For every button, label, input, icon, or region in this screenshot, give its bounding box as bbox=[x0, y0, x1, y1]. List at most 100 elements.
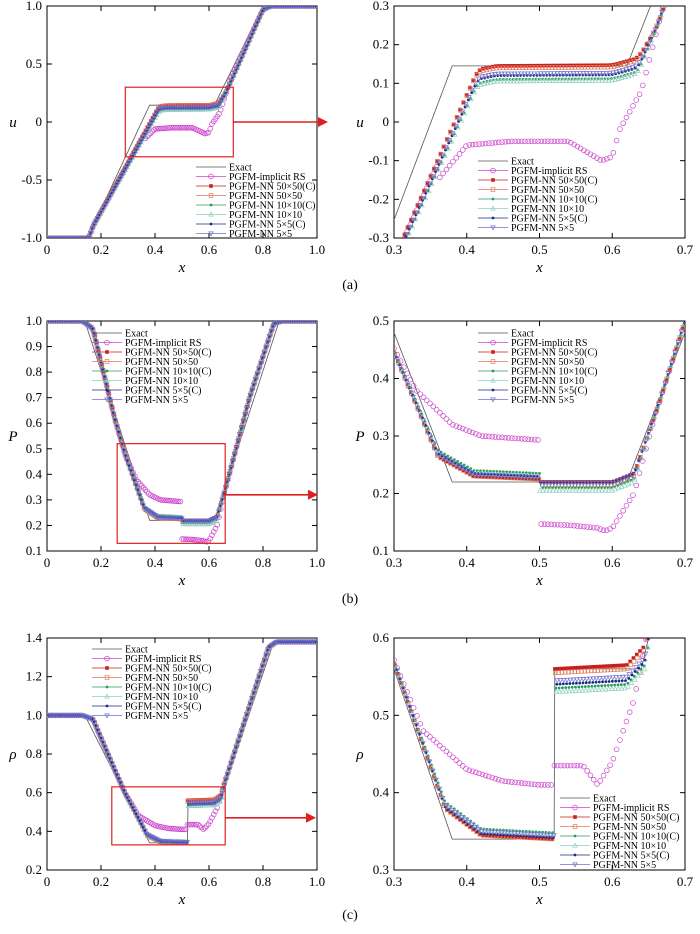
x-tick-label: 0.8 bbox=[255, 555, 271, 570]
x-tick-label: 0.6 bbox=[604, 555, 621, 570]
data-point bbox=[454, 758, 459, 763]
data-point bbox=[627, 109, 632, 114]
y-tick-label: 0.5 bbox=[26, 56, 42, 71]
data-point bbox=[444, 749, 449, 754]
data-point bbox=[496, 777, 501, 782]
data-point bbox=[605, 664, 609, 668]
x-tick-label: 0.4 bbox=[459, 555, 476, 570]
data-point bbox=[451, 755, 456, 760]
legend-label: PGFM-NN 5×5 bbox=[125, 395, 188, 406]
y-axis-label: u bbox=[356, 115, 364, 131]
data-point bbox=[585, 769, 590, 774]
x-tick-label: 0.5 bbox=[531, 555, 547, 570]
y-tick-label: 0.5 bbox=[373, 313, 389, 328]
data-point bbox=[473, 770, 478, 775]
data-point bbox=[604, 156, 609, 161]
data-point bbox=[598, 778, 603, 783]
data-point bbox=[622, 663, 626, 667]
y-tick-label: -0.5 bbox=[21, 172, 42, 187]
data-point bbox=[614, 138, 619, 143]
x-tick-label: 0.4 bbox=[147, 242, 164, 257]
data-point bbox=[601, 773, 606, 778]
legend-marker bbox=[491, 226, 495, 230]
data-point bbox=[604, 768, 609, 773]
data-point bbox=[560, 667, 564, 671]
y-tick-label: 1.0 bbox=[26, 313, 42, 328]
legend-label: PGFM-NN 5×5 bbox=[229, 229, 292, 240]
data-point bbox=[447, 420, 452, 425]
data-point bbox=[460, 764, 465, 769]
data-point bbox=[617, 738, 622, 743]
data-point bbox=[576, 666, 580, 670]
data-point bbox=[556, 667, 560, 671]
data-point bbox=[611, 150, 616, 155]
data-point bbox=[565, 139, 570, 144]
data-point bbox=[621, 121, 626, 126]
y-axis-label: P bbox=[7, 429, 17, 445]
data-point bbox=[490, 775, 495, 780]
data-point bbox=[573, 666, 577, 670]
y-tick-label: 0.8 bbox=[26, 746, 42, 761]
data-point bbox=[634, 686, 639, 691]
data-point bbox=[553, 667, 557, 671]
y-tick-label: 0.1 bbox=[373, 75, 389, 90]
y-axis-label: ρ bbox=[355, 747, 363, 763]
data-point bbox=[619, 664, 623, 668]
data-point bbox=[569, 666, 573, 670]
data-point bbox=[586, 665, 590, 669]
y-tick-label: -0.2 bbox=[368, 191, 389, 206]
data-point bbox=[424, 732, 429, 737]
data-point bbox=[588, 773, 593, 778]
data-point bbox=[624, 719, 629, 724]
data-point bbox=[614, 747, 619, 752]
x-tick-label: 0.8 bbox=[255, 874, 271, 889]
x-tick-label: 0.2 bbox=[93, 555, 109, 570]
data-point bbox=[631, 103, 636, 108]
y-tick-label: -1.0 bbox=[21, 230, 42, 245]
data-point bbox=[627, 710, 632, 715]
legend-marker bbox=[209, 184, 213, 188]
data-point bbox=[634, 98, 639, 103]
data-point bbox=[483, 773, 488, 778]
data-point bbox=[457, 761, 462, 766]
y-tick-label: 0.7 bbox=[26, 390, 43, 405]
x-tick-label: 0.7 bbox=[677, 242, 694, 257]
x-axis-label: x bbox=[178, 260, 186, 276]
y-tick-label: 0.6 bbox=[26, 415, 43, 430]
x-axis-label: x bbox=[535, 260, 543, 276]
y-tick-label: 0.2 bbox=[373, 37, 389, 52]
data-point bbox=[500, 778, 505, 783]
legend-marker bbox=[492, 389, 495, 392]
legend-marker bbox=[491, 178, 495, 182]
legend-marker bbox=[105, 666, 109, 670]
y-tick-label: 0.1 bbox=[373, 543, 389, 558]
x-tick-label: 0.4 bbox=[459, 874, 476, 889]
data-point bbox=[579, 666, 583, 670]
y-axis-label: u bbox=[9, 115, 17, 131]
data-point bbox=[611, 756, 616, 761]
y-tick-label: 0.2 bbox=[26, 517, 42, 532]
data-point bbox=[615, 664, 619, 668]
x-axis-label: x bbox=[178, 892, 186, 908]
legend-marker bbox=[106, 370, 109, 373]
y-tick-label: 0.3 bbox=[373, 862, 389, 877]
data-point bbox=[631, 701, 636, 706]
data-point bbox=[663, 2, 667, 6]
data-point bbox=[617, 514, 622, 519]
y-tick-label: -0.1 bbox=[368, 153, 389, 168]
data-point bbox=[608, 763, 613, 768]
legend-marker bbox=[105, 350, 109, 354]
data-point bbox=[563, 667, 567, 671]
y-tick-label: 0.2 bbox=[26, 862, 42, 877]
data-point bbox=[621, 508, 626, 513]
y-tick-label: 0.9 bbox=[26, 339, 42, 354]
x-tick-label: 0.4 bbox=[147, 874, 164, 889]
y-tick-label: 0.4 bbox=[373, 371, 390, 386]
data-point bbox=[624, 503, 629, 508]
x-tick-label: 0.2 bbox=[93, 874, 109, 889]
y-tick-label: 1.2 bbox=[26, 669, 42, 684]
data-point bbox=[424, 424, 427, 427]
